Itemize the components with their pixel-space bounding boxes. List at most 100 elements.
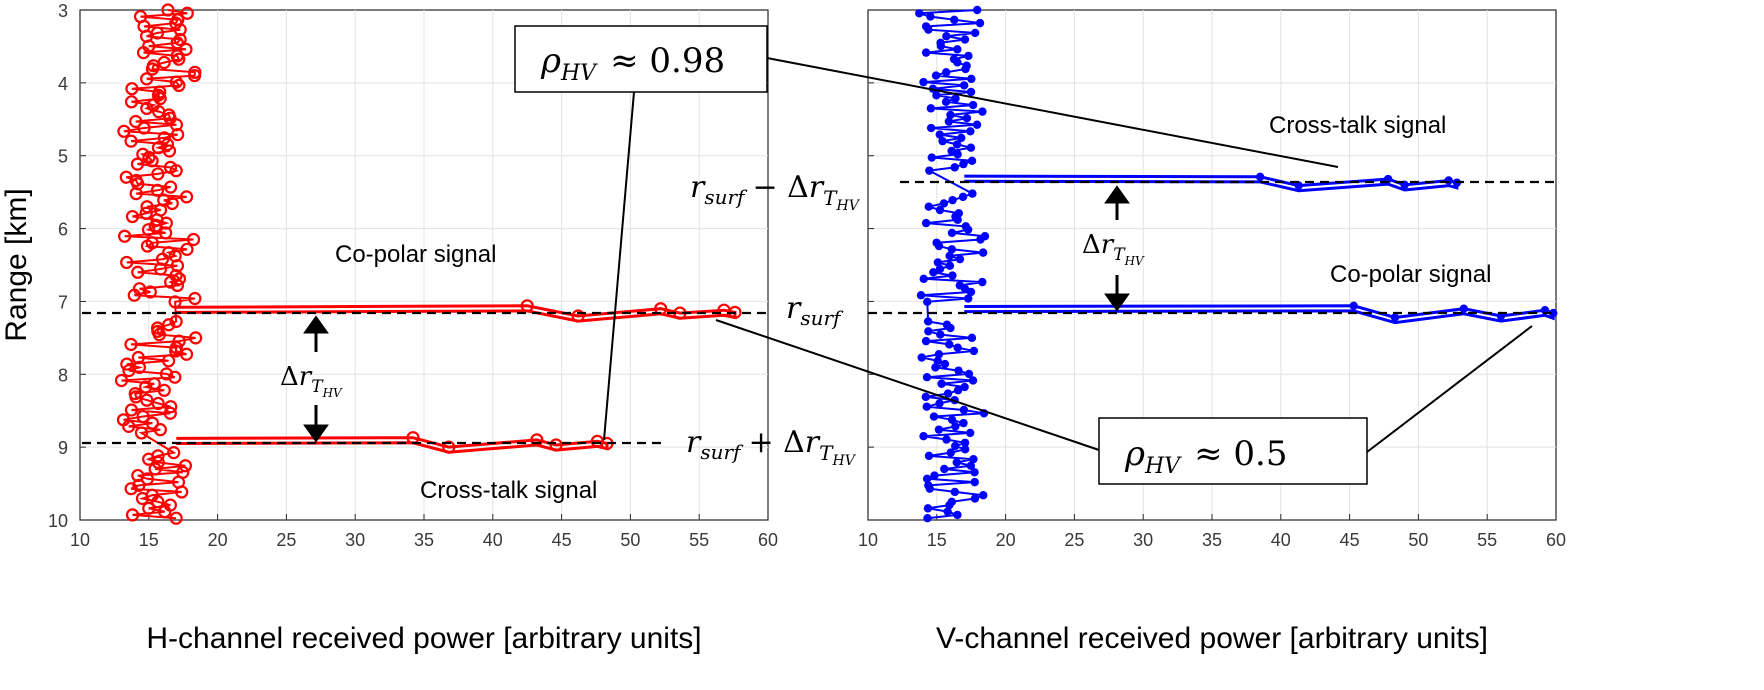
data-point [145,416,160,430]
data-point [948,271,957,280]
data-point [935,130,944,139]
x-tick-label: 15 [927,530,947,550]
data-point [961,64,970,74]
data-point [960,445,970,454]
data-point [967,333,977,343]
rsurf-label: rsurf [786,291,844,330]
data-point [120,357,134,371]
data-point [966,461,976,470]
data-point [1549,308,1558,318]
data-point [530,433,544,447]
data-point [117,124,131,138]
data-point [134,426,149,440]
x-axis-label-left: H-channel received power [arbitrary unit… [146,622,701,655]
data-point [953,215,962,225]
data-point [520,299,534,313]
data-point [122,364,136,378]
data-point [926,123,936,133]
data-point [170,36,184,50]
x-tick-label: 45 [552,530,572,550]
data-point [143,285,157,299]
data-point [959,81,969,90]
data-point [953,510,962,520]
data-point [151,396,165,411]
data-point [942,68,951,77]
data-point [140,472,154,486]
data-point [952,458,961,467]
data-point [970,494,980,503]
x-tick-label: 30 [345,530,365,550]
data-point [1349,301,1358,310]
data-point [976,235,985,244]
data-point [140,393,154,407]
x-tick-label: 30 [1133,530,1153,550]
data-point [178,459,192,473]
data-point [140,72,154,86]
data-point [164,180,178,194]
series [915,5,1558,523]
data-point [151,455,165,470]
data-point [931,71,941,80]
data-point [924,25,933,34]
annotation-copolar-left: Co-polar signal [335,241,496,268]
data-point [924,451,934,461]
data-point [1294,181,1303,190]
data-point [153,423,167,437]
data-point [963,225,973,234]
data-point [131,265,145,279]
data-point [931,363,940,372]
delta-r-label-right: ΔrTHV [1082,230,1145,268]
data-point [124,337,138,352]
data-point [129,114,143,129]
x-tick-label: 10 [70,530,90,550]
rsurf-minus-label: rsurf − ΔrTHV [690,170,861,214]
rho-box-098: ρHV ≈ 0.98 [514,25,768,93]
data-point [923,317,933,326]
data-point [140,200,154,214]
data-point [944,117,954,126]
data-point [953,58,962,67]
svg-text:ρHV≈ 0.98: ρHV ≈ 0.98 [540,41,725,86]
grid [80,10,768,520]
data-point [130,157,145,171]
data-point [159,226,173,240]
data-point [969,454,978,464]
x-tick-label: 40 [1271,530,1291,550]
data-point [972,120,982,129]
data-point [929,412,939,421]
data-point [442,440,456,454]
data-point [955,254,965,264]
data-point [919,77,928,87]
data-point [925,166,934,175]
data-point [173,32,187,47]
x-tick-label: 45 [1340,530,1360,550]
data-point [929,268,938,277]
y-tick-label: 5 [58,147,68,167]
data-point [953,343,962,352]
data-point [145,62,160,76]
data-point [936,330,945,339]
data-point [180,242,194,256]
data-point [945,251,954,261]
data-point [187,68,202,83]
data-point [959,418,968,428]
data-point [140,101,154,115]
x-tick-label: 50 [1408,530,1428,550]
data-point [935,264,945,274]
data-point [934,425,944,434]
data-point [165,196,179,211]
data-point [175,485,189,499]
data-point [159,367,174,381]
data-point [970,468,979,477]
y-tick-label: 7 [58,292,68,312]
x-tick-label: 40 [483,530,503,550]
x-tick-label: 20 [996,530,1016,550]
data-point [151,167,165,181]
data-point [127,288,141,302]
data-point [114,373,129,388]
data-point [132,478,146,492]
data-point [924,327,933,336]
data-point [969,346,979,356]
